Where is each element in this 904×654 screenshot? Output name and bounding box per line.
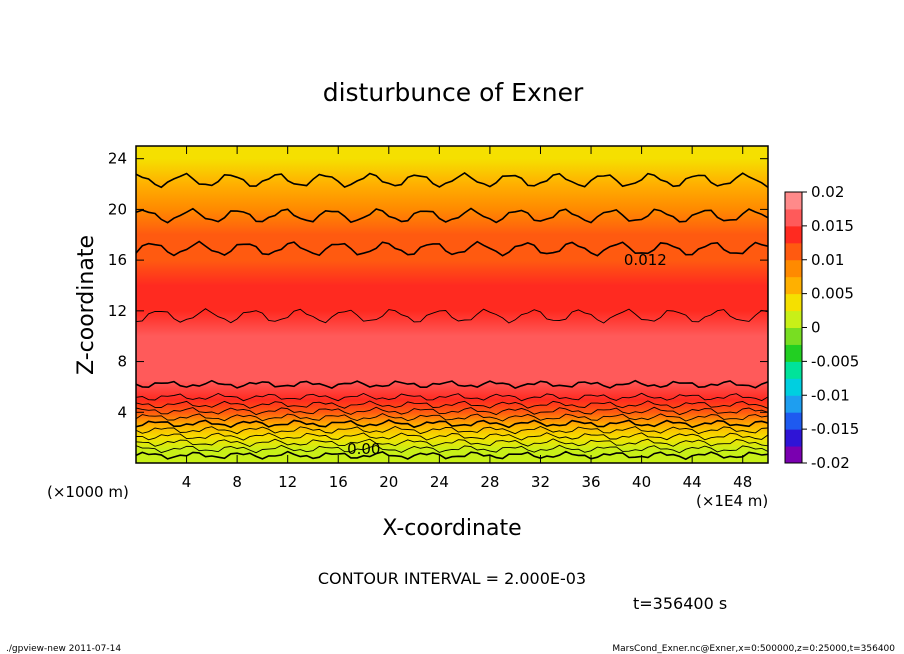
x-tick-label: 8 xyxy=(232,473,242,491)
colorbar-block xyxy=(785,310,802,328)
colorbar-block xyxy=(785,293,802,312)
x-axis-label: X-coordinate xyxy=(382,516,521,541)
colorbar-block xyxy=(785,446,802,464)
contour-line xyxy=(136,406,768,416)
x-tick-label: 48 xyxy=(733,473,752,491)
x-tick-label: 4 xyxy=(182,473,192,491)
colorbar-tick-label: -0.015 xyxy=(811,420,859,438)
time-label: t=356400 s xyxy=(633,594,727,613)
colorbar-block xyxy=(785,242,802,261)
footer-right: MarsCond_Exner.nc@Exner,x=0:500000,z=0:2… xyxy=(612,644,895,654)
contour-line xyxy=(136,419,768,429)
y-tick-label: 12 xyxy=(108,302,127,320)
colorbar-block xyxy=(785,327,802,345)
x-unit-right: (×1E4 m) xyxy=(696,492,768,510)
x-unit-left: (×1000 m) xyxy=(47,483,129,501)
x-tick-label: 40 xyxy=(632,473,651,491)
y-tick-label: 20 xyxy=(108,200,127,218)
contour-label: 0.012 xyxy=(624,251,667,269)
x-tick-label: 32 xyxy=(531,473,550,491)
colorbar-ticks: 0.02 0.015 0.01 0.005 0 -0.005 -0.01 -0.015 -0.0… xyxy=(802,183,859,472)
contour-interval: CONTOUR INTERVAL = 2.000E-03 xyxy=(318,569,586,588)
colorbar-block xyxy=(785,225,802,244)
x-tick-label: 16 xyxy=(329,473,348,491)
colorbar-tick-label: 0.02 xyxy=(811,183,844,201)
colorbar-tick-label: 0 xyxy=(811,319,821,337)
colorbar-block xyxy=(785,276,802,295)
colorbar-block xyxy=(785,208,802,227)
x-axis-ticks: 4 8 12 16 20 24 28 32 36 40 44 48 xyxy=(182,146,752,491)
colorbar-blocks xyxy=(785,192,802,464)
x-tick-label: 24 xyxy=(430,473,449,491)
colorbar-tick-label: -0.005 xyxy=(811,352,859,370)
contour-line xyxy=(136,308,768,324)
x-tick-label: 44 xyxy=(683,473,702,491)
footer-left: ./gpview-new 2011-07-14 xyxy=(6,644,121,654)
colorbar-block xyxy=(785,429,802,447)
contour-line xyxy=(136,426,768,435)
contour-line xyxy=(136,438,768,447)
contour-line xyxy=(136,450,768,461)
heatmap-field xyxy=(136,146,768,463)
contour-line xyxy=(136,432,768,441)
y-tick-label: 16 xyxy=(108,251,127,269)
contour-line xyxy=(136,379,768,389)
colorbar-tick-label: 0.015 xyxy=(811,217,854,235)
contour-line xyxy=(136,172,768,189)
contour-label: 0.00 xyxy=(347,440,380,458)
chart-title: disturbunce of Exner xyxy=(323,78,584,107)
contour-labels: 0.012 0.00 xyxy=(347,251,667,458)
contour-line xyxy=(136,413,768,422)
y-tick-label: 4 xyxy=(117,403,127,421)
colorbar-block xyxy=(785,259,802,278)
colorbar-block xyxy=(785,192,802,210)
colorbar-tick-label: -0.01 xyxy=(811,386,850,404)
colorbar-tick-label: 0.005 xyxy=(811,285,854,303)
colorbar-block xyxy=(785,378,802,396)
contour-line xyxy=(136,400,768,409)
y-tick-label: 8 xyxy=(117,353,127,371)
y-axis-label: Z-coordinate xyxy=(74,235,99,375)
colorbar-tick-label: -0.02 xyxy=(811,454,850,472)
x-tick-label: 12 xyxy=(278,473,297,491)
x-tick-label: 20 xyxy=(379,473,398,491)
y-axis-ticks: 4 8 12 16 20 24 xyxy=(108,150,768,421)
colorbar-block xyxy=(785,395,802,413)
x-tick-label: 28 xyxy=(480,473,499,491)
contour-line xyxy=(136,240,768,257)
x-tick-label: 36 xyxy=(581,473,600,491)
contour-line xyxy=(136,444,768,454)
colorbar-block xyxy=(785,412,802,430)
contour-line xyxy=(136,207,768,224)
y-tick-label: 24 xyxy=(108,150,127,168)
colorbar-block xyxy=(785,344,802,362)
colorbar-tick-label: 0.01 xyxy=(811,251,844,269)
colorbar: 0.02 0.015 0.01 0.005 0 -0.005 -0.01 -0.015 -0.0… xyxy=(784,183,859,472)
contour-line xyxy=(136,392,768,402)
contour-lines xyxy=(136,172,768,461)
colorbar-block xyxy=(785,361,802,379)
plot-frame xyxy=(135,145,769,464)
